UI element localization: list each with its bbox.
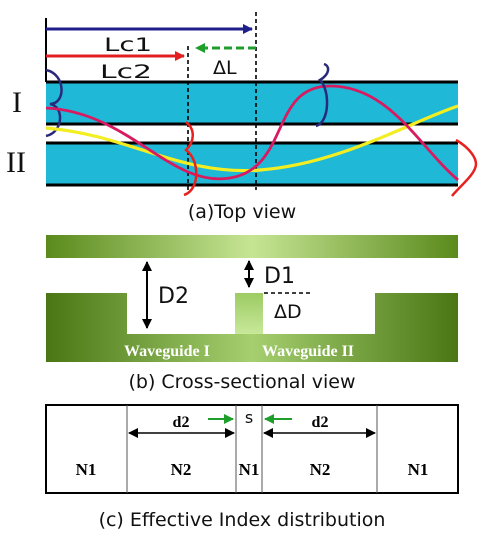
delta-d-label: ΔD: [274, 301, 302, 323]
top-view-panel: Lc1 Lc2 ΔL I II (a)Top view: [6, 12, 478, 223]
region-label: N1: [408, 460, 429, 479]
cross-section-caption: (b) Cross-sectional view: [128, 371, 355, 393]
region-label: N2: [171, 460, 192, 479]
input-mode-profile: [45, 68, 63, 138]
cross-section-panel: D2 D1 ΔD Waveguide I Waveguide II (b) Cr…: [46, 235, 458, 393]
region-label: N2: [310, 460, 331, 479]
region-label: N1: [76, 460, 97, 479]
index-box: [45, 404, 459, 494]
red-mode-profile-right: [451, 138, 478, 197]
magenta-power-curve: [45, 84, 459, 182]
waveguide-2-roman-label: II: [6, 146, 26, 179]
waveguide-2-strip: [46, 143, 458, 185]
center-ridge: [235, 293, 263, 334]
lc2-label: Lc2: [100, 61, 152, 83]
waveguide-1-roman-label: I: [12, 86, 22, 119]
index-distribution-caption: (c) Effective Index distribution: [99, 509, 386, 531]
lc1-label: Lc1: [104, 34, 152, 56]
top-cladding-bar: [46, 235, 458, 258]
d1-label: D1: [264, 264, 295, 289]
navy-mode-profile-top: [315, 62, 330, 128]
index-distribution-panel: d2 d2 s N1 N2 N1 N2 N1 (c) Effective Ind…: [45, 404, 459, 531]
waveguide-1-strip: [46, 82, 458, 124]
yellow-supermode-curve: [45, 104, 459, 173]
waveguide-1-name: Waveguide I: [124, 343, 210, 360]
top-view-caption: (a)Top view: [188, 201, 296, 223]
d2-right-label: d2: [312, 414, 329, 431]
delta-l-label: ΔL: [213, 57, 237, 79]
region-label: N1: [239, 460, 260, 479]
d2-label: D2: [158, 284, 189, 309]
region-dividers: [126, 405, 378, 493]
s-gap-label: s: [245, 408, 253, 427]
waveguide-2-name: Waveguide II: [262, 343, 354, 360]
d2-left-label: d2: [173, 414, 190, 431]
red-mode-profile-mid: [183, 121, 198, 197]
